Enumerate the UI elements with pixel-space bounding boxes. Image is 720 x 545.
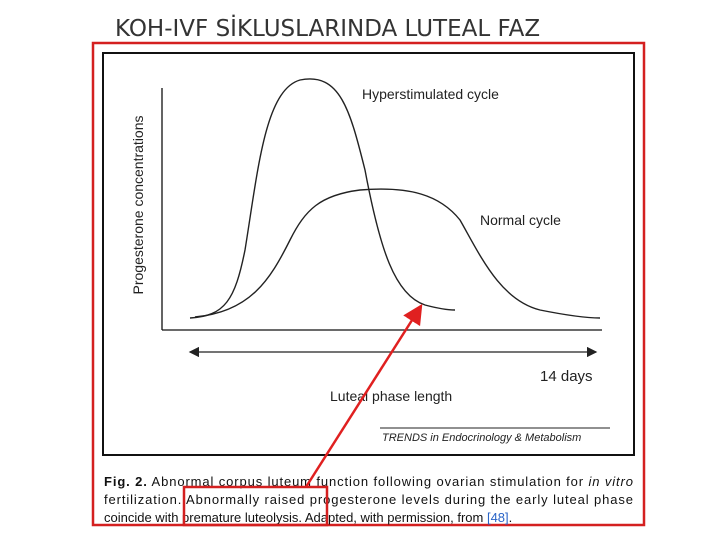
caption-line: coincide with premature luteolysis. Adap…	[104, 510, 512, 525]
figure-frame	[102, 52, 635, 456]
curve-label: Normal cycle	[480, 212, 561, 228]
caption-text: coincide with premature luteolysis. Adap…	[104, 510, 487, 525]
slide-title: KOH-IVF SİKLUSLARINDA LUTEAL FAZ	[115, 14, 540, 42]
caption-line: fertilization. Abnormally raised progest…	[104, 492, 633, 507]
highlight-arrow	[304, 303, 423, 488]
caption: Fig. 2. Abnormal corpus luteum function …	[104, 474, 633, 525]
reference-link[interactable]: [48]	[487, 510, 509, 525]
highlight-frame	[91, 41, 646, 527]
caption-text: fertilization. Abnormally raised progest…	[104, 492, 633, 507]
caption-text: in vitro	[589, 474, 633, 489]
hyperstimulated-curve	[189, 78, 456, 319]
y-axis-label: Progesterone concentrations	[130, 116, 146, 295]
normal-curve	[194, 188, 601, 319]
caption-text: Abnormal corpus luteum function followin…	[148, 474, 588, 489]
caption-line: Fig. 2. Abnormal corpus luteum function …	[104, 474, 633, 489]
highlight-box	[182, 485, 329, 527]
caption-text: .	[509, 510, 513, 525]
figure-source: TRENDS in Endocrinology & Metabolism	[382, 432, 581, 444]
curve-label: Hyperstimulated cycle	[362, 86, 499, 102]
caption-text: Fig. 2.	[104, 474, 147, 489]
x-axis-label: Luteal phase length	[330, 388, 452, 404]
duration-note: 14 days	[540, 368, 593, 385]
